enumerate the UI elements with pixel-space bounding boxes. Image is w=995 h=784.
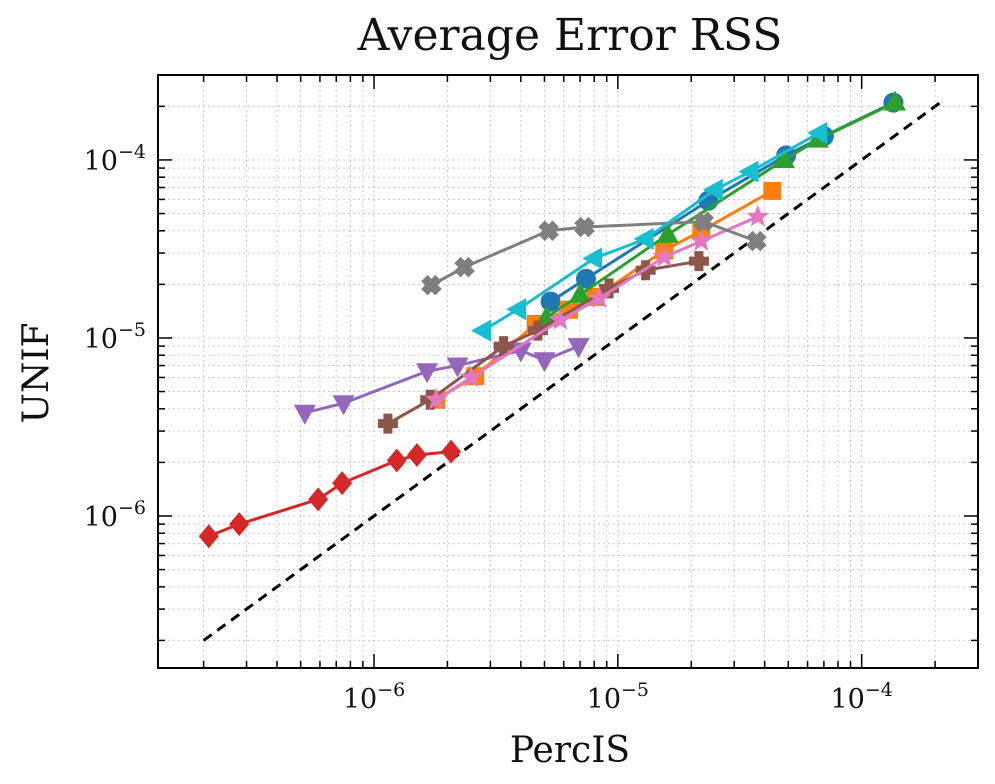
reference-line [202,101,942,642]
data-point [446,357,469,378]
data-point [693,211,714,232]
series-9 [471,121,828,342]
data-point [533,352,556,373]
y-axis-label: UNIF [16,322,57,423]
data-point [746,204,770,227]
data-point [332,471,353,496]
data-point [599,278,620,299]
grid [158,75,978,668]
data-point [471,319,492,342]
chart-title: Average Error RSS [357,10,783,61]
data-point [738,160,759,183]
x-tick-label: 10−6 [343,679,405,715]
data-point [763,181,782,200]
series-3 [535,90,907,326]
data-point [293,404,316,425]
series-line [549,101,895,303]
data-point [569,282,592,303]
data-point [229,512,250,537]
axes: 10−6 10−5 10−4 10−6 10−5 10−4 [84,74,979,715]
x-axis-label: PercIS [510,730,630,771]
x-tick-label: 10−5 [587,679,649,715]
data-point [575,268,596,289]
series-7 [424,204,770,410]
data-point [746,230,767,252]
series-line [545,101,896,319]
data-point [421,274,442,296]
y-tick-label: 10−5 [84,319,146,355]
data-point [652,244,676,267]
data-point [884,90,907,111]
data-point [582,247,603,270]
data-point [574,216,595,238]
series-line [435,215,759,401]
data-point [308,487,329,512]
data-point [540,291,561,312]
data-point [441,439,462,464]
series-4 [198,439,462,549]
data-point [656,222,679,243]
data-point [689,229,713,251]
data-point [198,524,219,549]
data-point [688,251,709,272]
y-tick-label: 10−4 [84,141,146,177]
data-point [377,413,398,434]
data-point [633,227,654,250]
series-5 [293,338,590,425]
y-tick-label: 10−6 [84,497,146,533]
data-point [538,220,559,242]
data-point [386,448,407,473]
x-tick-label: 10−4 [830,679,892,715]
data-point [772,147,795,168]
series-8 [421,211,767,296]
series-layer [198,90,907,549]
data-point [548,308,572,330]
data-point [416,363,439,384]
data-point [406,443,427,468]
data-point [527,320,548,341]
data-point [493,336,514,357]
data-point [702,178,723,201]
data-point [459,365,483,388]
data-point [424,387,448,410]
data-point [332,395,355,416]
data-point [807,121,828,144]
data-point [587,286,611,309]
plot-frame [157,74,979,669]
reference-line-path [202,101,942,642]
data-point [454,256,475,278]
data-point [567,338,590,359]
data-point [506,298,527,321]
